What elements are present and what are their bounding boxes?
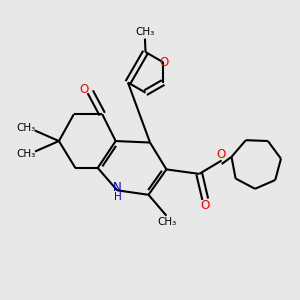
Text: CH₃: CH₃ [16, 123, 36, 133]
Text: O: O [159, 56, 169, 69]
Text: CH₃: CH₃ [158, 217, 177, 227]
Text: N: N [113, 181, 122, 194]
Text: H: H [114, 192, 122, 202]
Text: CH₃: CH₃ [135, 27, 154, 37]
Text: CH₃: CH₃ [16, 149, 36, 160]
Text: O: O [79, 83, 88, 96]
Text: O: O [201, 199, 210, 212]
Text: O: O [216, 148, 226, 161]
